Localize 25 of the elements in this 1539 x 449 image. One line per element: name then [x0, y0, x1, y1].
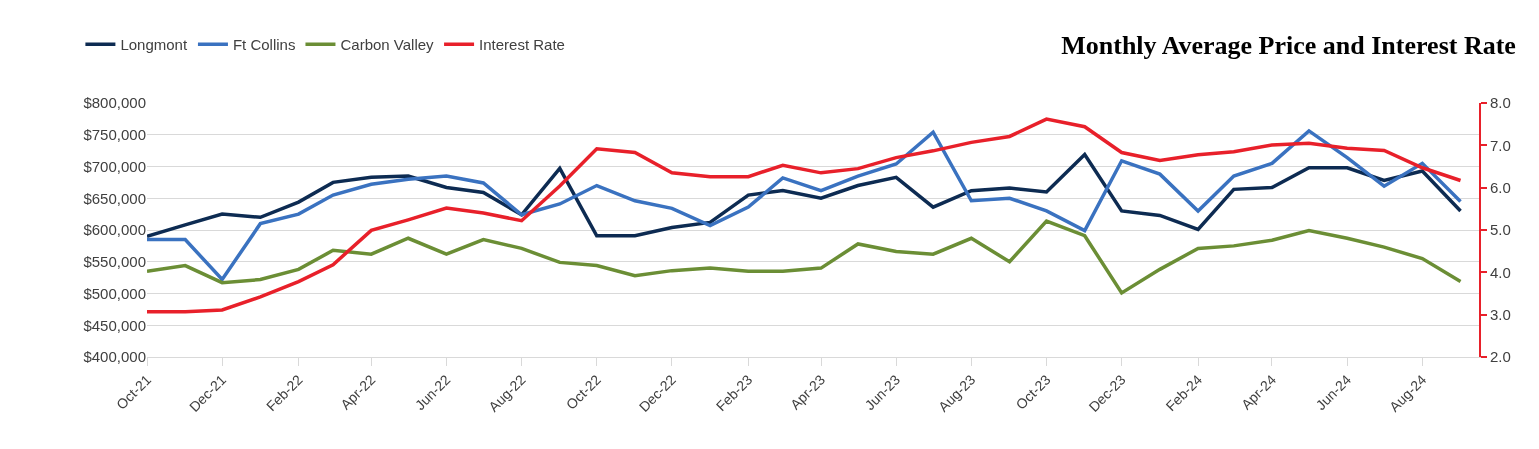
line-series	[147, 117, 1463, 314]
y2-tick-label: 7.0	[1490, 136, 1511, 154]
y-tick-label: $750,000	[83, 126, 146, 143]
y-tick-label: $550,000	[83, 253, 146, 270]
legend-label: Carbon Valley	[340, 36, 435, 54]
y2-tick-label: 4.0	[1490, 263, 1511, 281]
legend-label: Interest Rate	[479, 36, 565, 54]
y2-tick-label: 6.0	[1490, 178, 1511, 196]
y-tick-label: $400,000	[83, 348, 146, 366]
y2-tick-label: 2.0	[1490, 348, 1511, 366]
y2-tick-label: 3.0	[1490, 305, 1511, 323]
y2-tick-label: 5.0	[1490, 221, 1511, 239]
legend-label: Ft Collins	[232, 36, 296, 54]
y-tick-label: $700,000	[83, 157, 146, 175]
y2-tick-label: 8.0	[1490, 94, 1511, 112]
chart-title: Monthly Average Price and Interest Rate	[1061, 31, 1516, 60]
line-series	[147, 219, 1463, 295]
y-tick-label: $450,000	[83, 316, 146, 334]
y-tick-label: $600,000	[83, 221, 146, 239]
legend-label: Longmont	[120, 36, 188, 54]
y-tick-label: $800,000	[83, 94, 146, 112]
y-tick-label: $650,000	[83, 189, 146, 207]
line-series	[147, 152, 1463, 239]
y-tick-label: $500,000	[83, 284, 146, 302]
line-series	[147, 129, 1463, 282]
